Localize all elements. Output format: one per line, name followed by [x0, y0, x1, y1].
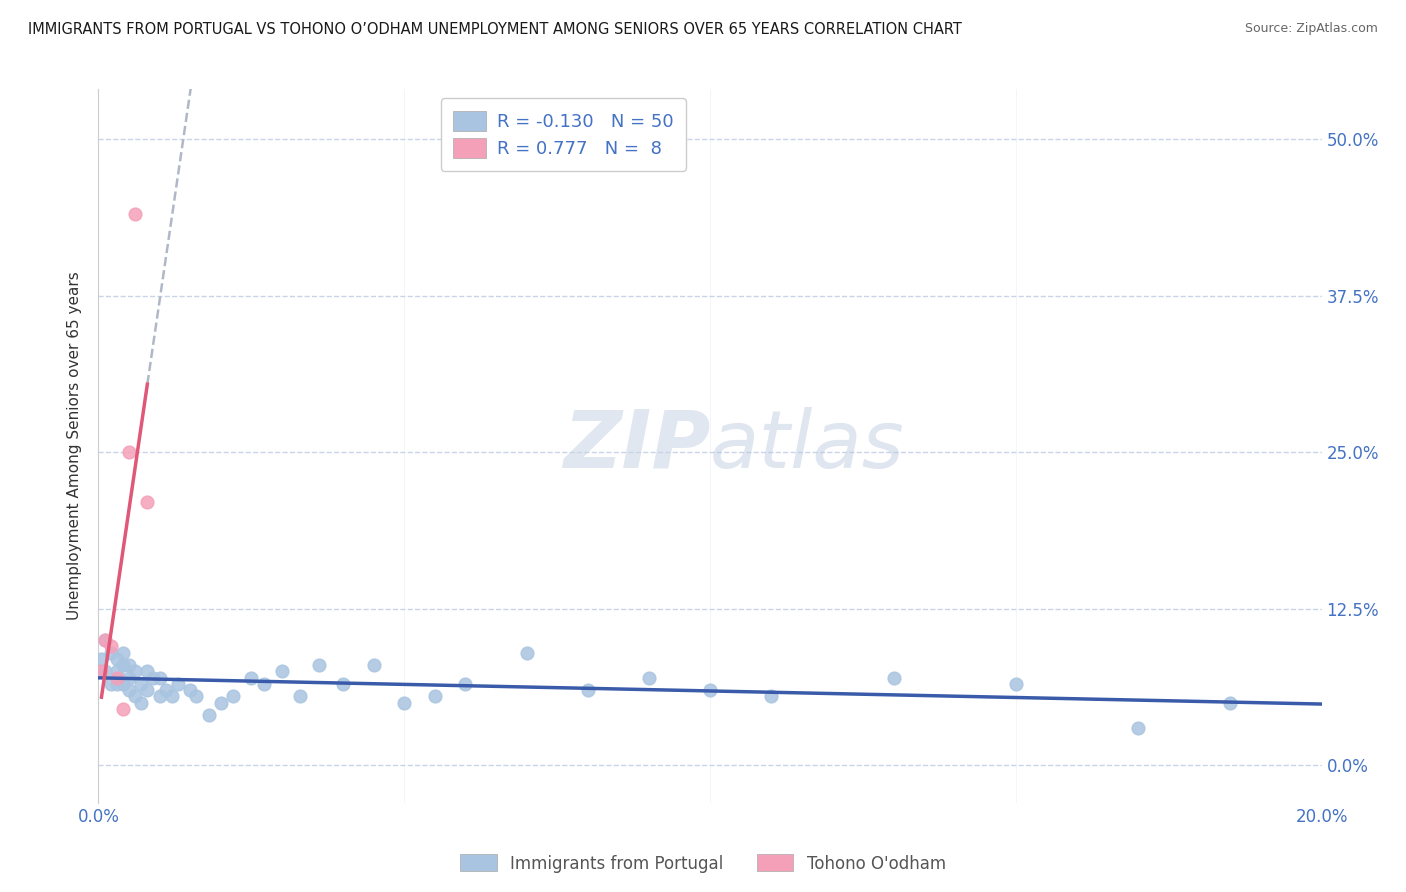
Point	[118, 445, 141, 459]
Point	[93, 665, 115, 679]
Point	[270, 665, 292, 679]
Point	[1128, 721, 1150, 735]
Point	[699, 683, 721, 698]
Point	[100, 677, 122, 691]
Point	[423, 690, 446, 704]
Point	[124, 690, 146, 704]
Point	[111, 646, 134, 660]
Legend: Immigrants from Portugal, Tohono O'odham: Immigrants from Portugal, Tohono O'odham	[454, 847, 952, 880]
Point	[155, 683, 177, 698]
Text: IMMIGRANTS FROM PORTUGAL VS TOHONO O’ODHAM UNEMPLOYMENT AMONG SENIORS OVER 65 YE: IMMIGRANTS FROM PORTUGAL VS TOHONO O’ODH…	[28, 22, 962, 37]
Text: atlas: atlas	[710, 407, 905, 485]
Point	[118, 658, 141, 673]
Point	[111, 702, 134, 716]
Point	[90, 652, 112, 666]
Point	[167, 677, 190, 691]
Point	[100, 640, 122, 654]
Point	[252, 677, 274, 691]
Point	[197, 708, 219, 723]
Point	[111, 677, 134, 691]
Point	[111, 658, 134, 673]
Point	[516, 646, 538, 660]
Point	[129, 677, 152, 691]
Point	[105, 677, 128, 691]
Point	[149, 690, 172, 704]
Point	[93, 633, 115, 648]
Point	[637, 671, 661, 685]
Point	[105, 652, 128, 666]
Point	[100, 646, 122, 660]
Point	[90, 665, 112, 679]
Text: Source: ZipAtlas.com: Source: ZipAtlas.com	[1244, 22, 1378, 36]
Point	[1004, 677, 1026, 691]
Point	[290, 690, 312, 704]
Point	[1219, 696, 1241, 710]
Point	[179, 683, 201, 698]
Legend: R = -0.130   N = 50, R = 0.777   N =  8: R = -0.130 N = 50, R = 0.777 N = 8	[440, 98, 686, 170]
Point	[118, 683, 141, 698]
Point	[160, 690, 183, 704]
Text: ZIP: ZIP	[562, 407, 710, 485]
Point	[136, 665, 159, 679]
Point	[576, 683, 599, 698]
Point	[308, 658, 330, 673]
Point	[454, 677, 477, 691]
Point	[124, 665, 146, 679]
Point	[105, 665, 128, 679]
Point	[118, 671, 141, 685]
Point	[136, 495, 159, 509]
Point	[186, 690, 208, 704]
Point	[93, 633, 115, 648]
Point	[222, 690, 245, 704]
Point	[149, 671, 172, 685]
Point	[129, 696, 152, 710]
Point	[392, 696, 416, 710]
Point	[136, 683, 159, 698]
Point	[332, 677, 354, 691]
Point	[124, 207, 146, 221]
Point	[240, 671, 263, 685]
Point	[209, 696, 232, 710]
Point	[759, 690, 782, 704]
Point	[105, 671, 128, 685]
Y-axis label: Unemployment Among Seniors over 65 years: Unemployment Among Seniors over 65 years	[67, 272, 83, 620]
Point	[363, 658, 385, 673]
Point	[142, 671, 165, 685]
Point	[883, 671, 905, 685]
